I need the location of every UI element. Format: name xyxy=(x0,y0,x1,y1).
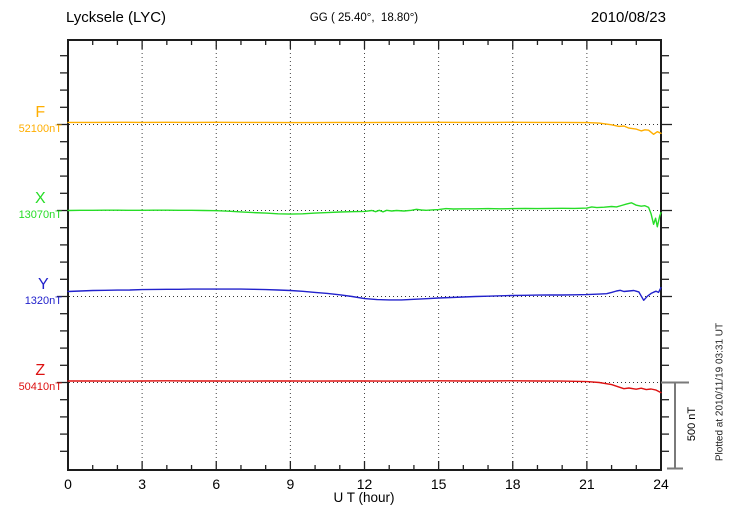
scale-bar-label: 500 nT xyxy=(686,406,698,442)
trace-label-F: F 52100nT xyxy=(19,104,62,136)
trace-letter-X: X xyxy=(34,189,46,207)
trace-label-Y: Y 1320nT xyxy=(25,276,62,308)
trace-label-Z: Z 50410nT xyxy=(19,362,62,394)
plot-date: 2010/08/23 xyxy=(590,9,666,26)
x-tick-label-18: 18 xyxy=(504,476,521,492)
trace-F xyxy=(67,121,662,135)
x-tick-label-6: 6 xyxy=(212,476,221,492)
plot-frame xyxy=(67,39,662,471)
trace-Y xyxy=(67,286,662,301)
x-tick-label-24: 24 xyxy=(653,476,669,492)
trace-letter-Y: Y xyxy=(38,275,49,293)
trace-baseline-value-Z: 50410nT xyxy=(18,380,62,393)
trace-Z xyxy=(67,380,662,394)
x-tick-label-21: 21 xyxy=(579,476,595,492)
x-tick-label-9: 9 xyxy=(286,476,295,492)
trace-baseline-value-Y: 1320nT xyxy=(24,294,62,307)
x-tick-label-12: 12 xyxy=(356,476,373,492)
trace-baseline-value-F: 52100nT xyxy=(18,122,62,135)
plotted-at-timestamp: Plotted at 2010/11/19 03:31 UT xyxy=(714,322,726,462)
x-tick-label-3: 3 xyxy=(138,476,147,492)
trace-label-X: X 13070nT xyxy=(19,190,62,222)
trace-X xyxy=(67,202,662,228)
geographic-coordinates: GG ( 25.40°, 18.80°) xyxy=(309,12,419,24)
trace-letter-F: F xyxy=(35,103,46,121)
trace-letter-Z: Z xyxy=(35,361,46,379)
station-title: Lycksele (LYC) xyxy=(66,9,167,26)
x-tick-label-15: 15 xyxy=(430,476,447,492)
x-axis-title: U T (hour) xyxy=(333,490,395,505)
x-tick-label-0: 0 xyxy=(64,476,72,492)
trace-baseline-value-X: 13070nT xyxy=(18,208,62,221)
